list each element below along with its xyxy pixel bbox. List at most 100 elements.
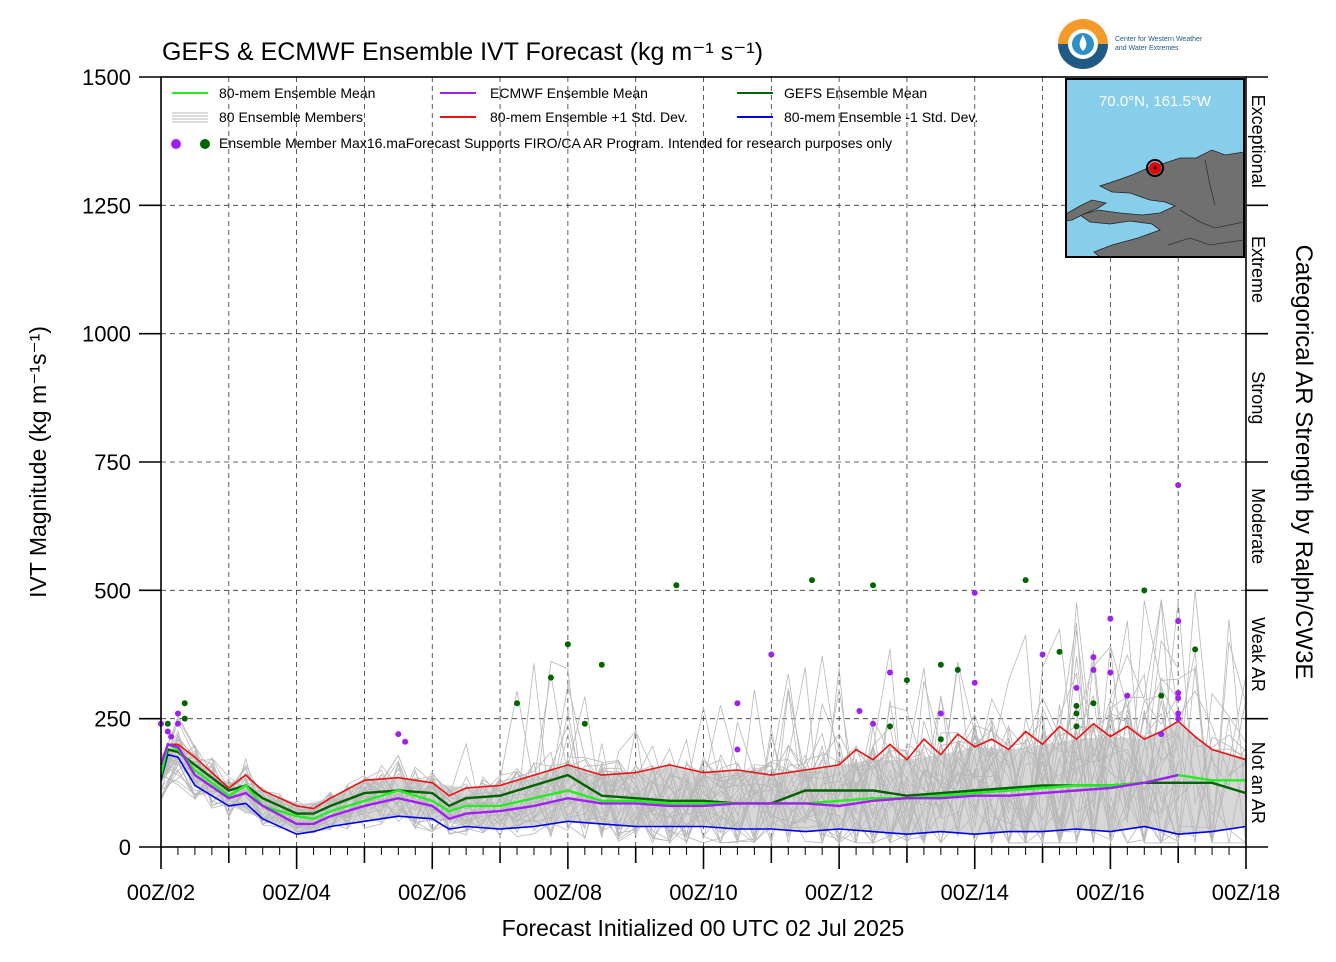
member-line (160, 667, 1247, 844)
y-tick-label-1500: 1500 (82, 65, 131, 90)
y-tick-label-500: 500 (94, 578, 131, 603)
x-axis-title: Forecast Initialized 00 UTC 02 Jul 2025 (502, 915, 905, 941)
max-point-ecmwf (168, 733, 175, 740)
category-label: Strong (1248, 371, 1268, 424)
legend-label-ecmwf-mean: ECMWF Ensemble Mean (490, 85, 648, 101)
legend-label-max: Ensemble Member Max16.maForecast Support… (219, 135, 892, 151)
map-inset: 70.0°N, 161.5°W (1065, 78, 1245, 258)
member-line (160, 590, 1247, 845)
legend-label-max-text: Ensemble Member Max (219, 135, 367, 151)
max-point-gefs (870, 582, 877, 589)
x-tick-label: 00Z/14 (941, 880, 1010, 905)
series-line-minus-std (160, 753, 1247, 836)
max-point-gefs (181, 700, 188, 707)
map-location-ring (1146, 159, 1164, 177)
max-point-gefs (937, 736, 944, 743)
x-tick-label: 00Z/18 (1212, 880, 1281, 905)
map-frame (1065, 78, 1245, 258)
legend-label-plus-std: 80-mem Ensemble +1 Std. Dev. (490, 109, 688, 125)
legend-swatch-members (172, 112, 208, 123)
max-points (158, 482, 1199, 753)
map-land-chukotka (1065, 199, 1108, 222)
y-tick-label-750: 750 (94, 450, 131, 475)
max-point-ecmwf (402, 738, 409, 745)
max-point-gefs (164, 720, 171, 727)
legend-note: 16.maForecast Supports FIRO/CA AR Progra… (367, 135, 892, 151)
max-point-gefs (598, 661, 605, 668)
max-point-gefs (581, 720, 588, 727)
y-axis-title: IVT Magnitude (kg m⁻¹s⁻¹) (25, 326, 51, 598)
max-point-gefs (1022, 577, 1029, 584)
max-point-ecmwf (1175, 710, 1182, 717)
x-tick-label: 00Z/10 (669, 880, 738, 905)
max-point-gefs (1192, 646, 1199, 653)
max-point-gefs (564, 641, 571, 648)
max-point-ecmwf (1039, 651, 1046, 658)
max-point-ecmwf (174, 720, 181, 727)
max-point-ecmwf (164, 728, 171, 735)
max-point-ecmwf (971, 589, 978, 596)
max-point-gefs (1073, 702, 1080, 709)
max-point-gefs (1073, 710, 1080, 717)
member-line (160, 627, 1247, 844)
max-point-gefs (1141, 587, 1148, 594)
member-line (160, 667, 1247, 845)
logo-text-1: Center for Western Weather (1115, 36, 1203, 43)
max-point-ecmwf (1175, 690, 1182, 696)
x-tick-label: 00Z/12 (805, 880, 874, 905)
max-point-ecmwf (1107, 615, 1114, 622)
member-line (160, 600, 1179, 845)
max-point-ecmwf (1158, 731, 1165, 738)
series-lines (159, 720, 1247, 836)
category-label: Not an AR (1248, 742, 1268, 824)
x-tick-label: 00Z/06 (398, 880, 467, 905)
legend-marker-ecmwf-max (171, 139, 181, 149)
logo-text-2: and Water Extremes (1115, 45, 1179, 52)
max-point-gefs (1090, 700, 1097, 707)
series-line-ecmwf-mean (159, 742, 1179, 826)
max-point-gefs (809, 577, 815, 584)
max-point-gefs (547, 674, 554, 681)
max-point-ecmwf (1107, 669, 1114, 676)
logo-droplet-icon (1079, 35, 1087, 51)
max-point-gefs (903, 677, 910, 684)
right-axis-title: Categorical AR Strength by Ralph/CW3E (1290, 245, 1317, 680)
chart-title: GEFS & ECMWF Ensemble IVT Forecast (kg m… (162, 38, 763, 66)
map-location-label: 70.0°N, 161.5°W (1099, 93, 1212, 110)
category-label: Extreme (1248, 236, 1268, 303)
max-point-gefs (1158, 692, 1165, 699)
series-line-gefs-mean (159, 748, 1247, 815)
max-point-ecmwf (1090, 654, 1097, 661)
max-point-ecmwf (870, 720, 877, 727)
max-point-gefs (886, 723, 893, 730)
member-line (160, 599, 1247, 844)
max-point-gefs (514, 700, 521, 707)
x-tick-label: 00Z/02 (127, 880, 196, 905)
map-location-center (1153, 166, 1157, 170)
cw3e-logo: Center for Western Weather and Water Ext… (1058, 19, 1203, 69)
max-point-ecmwf (971, 679, 978, 686)
x-tick-label: 00Z/08 (534, 880, 603, 905)
y-tick-label-250: 250 (94, 707, 131, 732)
max-point-ecmwf (174, 710, 181, 717)
max-point-gefs (937, 661, 944, 668)
legend-label-minus-std: 80-mem Ensemble -1 Std. Dev. (784, 109, 978, 125)
member-line (160, 599, 1247, 845)
max-point-ecmwf (1090, 666, 1097, 673)
category-label: Moderate (1248, 488, 1268, 564)
max-point-gefs (673, 582, 680, 589)
x-tick-label: 00Z/04 (262, 880, 331, 905)
legend-label-ens-mean: 80-mem Ensemble Mean (219, 85, 375, 101)
max-point-ecmwf (1124, 692, 1131, 699)
max-point-ecmwf (395, 731, 402, 738)
max-point-gefs (954, 666, 961, 673)
max-point-ecmwf (768, 651, 775, 658)
max-point-ecmwf (856, 707, 863, 714)
max-point-ecmwf (1175, 695, 1182, 702)
map-border-2 (1167, 237, 1245, 246)
max-point-ecmwf (1175, 715, 1182, 722)
member-line (160, 641, 1247, 844)
y-tick-label-1250: 1250 (82, 193, 131, 218)
max-point-ecmwf (886, 669, 893, 676)
map-border-1 (1179, 209, 1245, 229)
